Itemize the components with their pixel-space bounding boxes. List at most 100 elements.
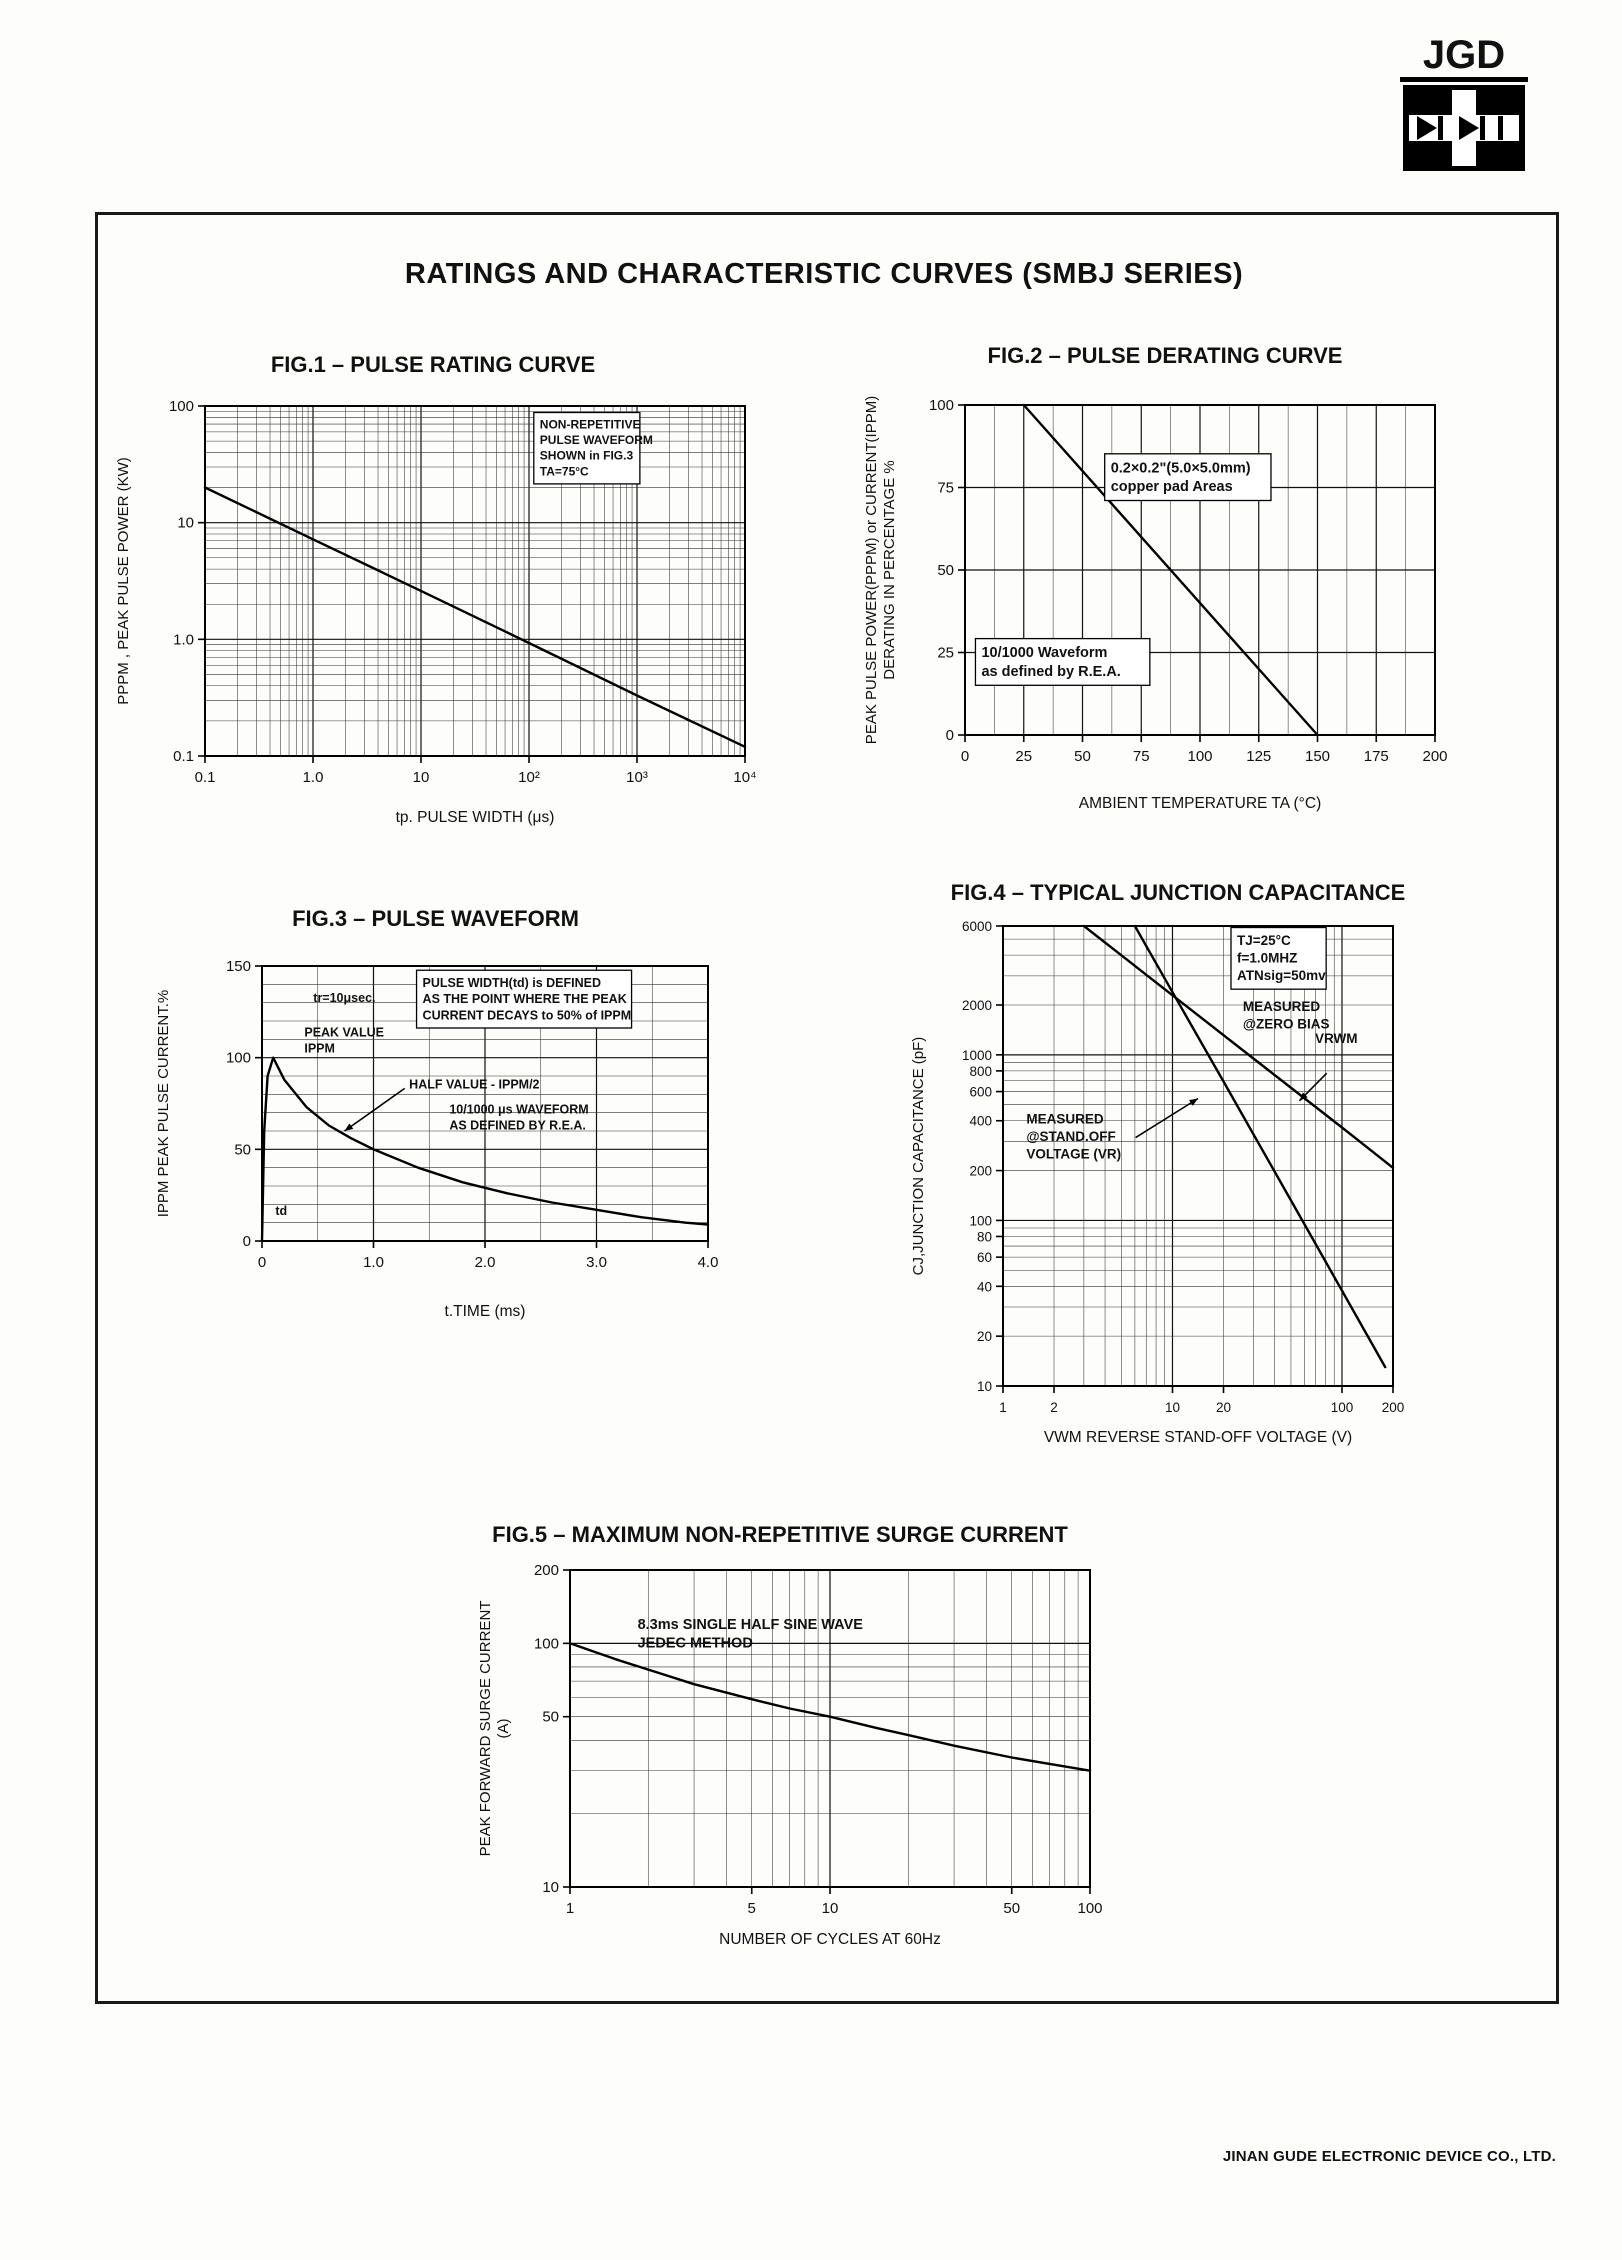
- svg-text:PEAK FORWARD SURGE CURRENT: PEAK FORWARD SURGE CURRENT: [477, 1601, 494, 1857]
- svg-text:25: 25: [1015, 748, 1032, 765]
- content-border-box: [95, 212, 1559, 2004]
- figure-3-pulse-waveform: FIG.3 – PULSE WAVEFORM 0 1.0 2.0 3.0 4.0 0 50 1…: [128, 906, 743, 1338]
- svg-text:200: 200: [1422, 748, 1447, 765]
- svg-text:100: 100: [1187, 748, 1212, 765]
- svg-text:0.2×0.2"(5.0×5.0mm): 0.2×0.2"(5.0×5.0mm): [1111, 460, 1251, 476]
- svg-text:tp. PULSE WIDTH (μs): tp. PULSE WIDTH (μs): [396, 809, 555, 826]
- svg-text:60: 60: [977, 1250, 992, 1265]
- footer-company-name: JINAN GUDE ELECTRONIC DEVICE CO., LTD.: [1222, 2148, 1556, 2165]
- svg-text:10: 10: [542, 1879, 559, 1896]
- svg-text:10: 10: [177, 515, 194, 532]
- svg-text:DERATING IN PERCENTAGE %: DERATING IN PERCENTAGE %: [881, 460, 898, 679]
- svg-text:0: 0: [258, 1254, 266, 1271]
- svg-text:50: 50: [234, 1141, 251, 1158]
- svg-text:f=1.0MHZ: f=1.0MHZ: [1237, 951, 1297, 966]
- page-title: RATINGS AND CHARACTERISTIC CURVES (SMBJ …: [404, 258, 1244, 290]
- svg-text:10⁴: 10⁴: [733, 769, 756, 786]
- fig4-title: FIG.4 – TYPICAL JUNCTION CAPACITANCE: [950, 880, 1406, 905]
- svg-text:td: td: [275, 1204, 287, 1218]
- svg-text:150: 150: [1305, 748, 1330, 765]
- svg-text:@STAND.OFF: @STAND.OFF: [1026, 1129, 1115, 1144]
- svg-text:600: 600: [969, 1085, 992, 1100]
- svg-text:100: 100: [969, 1213, 992, 1228]
- fig4-junction-capacitance-chart: 1 2 10 20 100 2001020406080100200400600800100…: [910, 919, 1405, 1446]
- svg-text:100: 100: [1331, 1400, 1354, 1415]
- svg-text:copper pad Areas: copper pad Areas: [1111, 479, 1233, 495]
- svg-text:100: 100: [1077, 1900, 1102, 1917]
- svg-text:80: 80: [977, 1229, 992, 1244]
- fig3-title: FIG.3 – PULSE WAVEFORM: [292, 906, 579, 931]
- svg-text:VWM REVERSE STAND-OFF VOLTAGE: VWM REVERSE STAND-OFF VOLTAGE (V): [1044, 1429, 1352, 1446]
- jgd-logo: JGD: [1400, 34, 1528, 176]
- svg-text:2: 2: [1050, 1400, 1058, 1415]
- fig1-title: FIG.1 – PULSE RATING CURVE: [270, 352, 596, 377]
- svg-text:100: 100: [169, 398, 194, 415]
- svg-text:0: 0: [243, 1233, 251, 1250]
- svg-text:10: 10: [413, 769, 430, 786]
- figure-1-pulse-rating-curve: FIG.1 – PULSE RATING CURVE 0.1 1.0 10 10² 10…: [88, 352, 778, 844]
- svg-text:CJ,JUNCTION CAPACITANCE (pF): CJ,JUNCTION CAPACITANCE (pF): [910, 1037, 927, 1276]
- svg-text:PPPM , PEAK PULSE POWER (KW): PPPM , PEAK PULSE POWER (KW): [115, 457, 132, 705]
- svg-text:1.0: 1.0: [303, 769, 324, 786]
- svg-text:200: 200: [969, 1164, 992, 1179]
- svg-text:as defined by R.E.A.: as defined by R.E.A.: [981, 664, 1120, 680]
- svg-text:20: 20: [977, 1329, 992, 1344]
- svg-text:1: 1: [566, 1900, 574, 1917]
- svg-text:400: 400: [969, 1114, 992, 1129]
- svg-text:5: 5: [748, 1900, 756, 1917]
- svg-text:10³: 10³: [626, 769, 648, 786]
- svg-text:10: 10: [822, 1900, 839, 1917]
- svg-text:50: 50: [937, 562, 954, 579]
- svg-text:0: 0: [961, 748, 969, 765]
- svg-text:AS THE POINT WHERE THE PEAK: AS THE POINT WHERE THE PEAK: [423, 992, 627, 1006]
- svg-text:SHOWN in FIG.3: SHOWN in FIG.3: [540, 449, 634, 463]
- figure-5-surge-current: FIG.5 – MAXIMUM NON-REPETITIVE SURGE CUR…: [400, 1522, 1160, 1966]
- svg-text:NUMBER OF CYCLES AT 60Hz: NUMBER OF CYCLES AT 60Hz: [719, 1931, 941, 1948]
- svg-text:1000: 1000: [962, 1048, 992, 1063]
- svg-text:tr=10μsec.: tr=10μsec.: [313, 991, 375, 1005]
- svg-text:800: 800: [969, 1064, 992, 1079]
- svg-text:JEDEC METHOD: JEDEC METHOD: [638, 1636, 753, 1652]
- svg-text:VRWM: VRWM: [1315, 1031, 1358, 1046]
- svg-text:6000: 6000: [962, 919, 992, 934]
- svg-text:125: 125: [1246, 748, 1271, 765]
- svg-text:20: 20: [1216, 1400, 1231, 1415]
- svg-text:100: 100: [226, 1050, 251, 1067]
- fig2-title: FIG.2 – PULSE DERATING CURVE: [987, 343, 1343, 368]
- fig3-pulse-waveform-chart: 0 1.0 2.0 3.0 4.0 0 50 100 150 t.TIME (ms) IPPM PE…: [155, 958, 719, 1320]
- svg-text:0.1: 0.1: [195, 769, 216, 786]
- svg-text:1: 1: [999, 1400, 1007, 1415]
- svg-text:4.0: 4.0: [698, 1254, 719, 1271]
- svg-text:1.0: 1.0: [173, 631, 194, 648]
- svg-text:100: 100: [534, 1635, 559, 1652]
- svg-text:75: 75: [937, 480, 954, 497]
- svg-text:40: 40: [977, 1279, 992, 1294]
- svg-text:10/1000 Waveform: 10/1000 Waveform: [981, 645, 1107, 661]
- svg-text:175: 175: [1364, 748, 1389, 765]
- svg-text:10²: 10²: [518, 769, 540, 786]
- svg-text:(A): (A): [495, 1719, 512, 1739]
- svg-text:PULSE WIDTH(td) is DEFINED: PULSE WIDTH(td) is DEFINED: [423, 976, 601, 990]
- svg-text:MEASURED: MEASURED: [1026, 1112, 1104, 1127]
- svg-text:MEASURED: MEASURED: [1243, 999, 1321, 1014]
- svg-text:TA=75°C: TA=75°C: [540, 464, 589, 478]
- svg-text:75: 75: [1133, 748, 1150, 765]
- svg-text:NON-REPETITIVE: NON-REPETITIVE: [540, 418, 641, 432]
- svg-text:10: 10: [1165, 1400, 1180, 1415]
- svg-text:VOLTAGE (VR): VOLTAGE (VR): [1026, 1147, 1121, 1162]
- jgd-logo-text: JGD: [1400, 34, 1528, 82]
- svg-text:PEAK PULSE POWER(PPPM) or CURR: PEAK PULSE POWER(PPPM) or CURRENT(IPPM): [863, 396, 880, 744]
- svg-text:200: 200: [534, 1562, 559, 1579]
- svg-text:IPPM PEAK PULSE CURRENT.%: IPPM PEAK PULSE CURRENT.%: [155, 990, 172, 1218]
- svg-text:3.0: 3.0: [586, 1254, 607, 1271]
- svg-text:200: 200: [1382, 1400, 1405, 1415]
- svg-text:PEAK VALUE: PEAK VALUE: [304, 1025, 384, 1039]
- figure-4-junction-capacitance: FIG.4 – TYPICAL JUNCTION CAPACITANCE 1 2 1…: [878, 880, 1478, 1464]
- svg-text:1.0: 1.0: [363, 1254, 384, 1271]
- svg-text:10/1000 μs WAVEFORM: 10/1000 μs WAVEFORM: [449, 1102, 588, 1116]
- svg-text:TJ=25°C: TJ=25°C: [1237, 933, 1291, 948]
- svg-text:HALF VALUE - IPPM/2: HALF VALUE - IPPM/2: [409, 1078, 539, 1092]
- svg-text:@ZERO BIAS: @ZERO BIAS: [1243, 1016, 1330, 1031]
- svg-text:t.TIME (ms): t.TIME (ms): [445, 1303, 526, 1320]
